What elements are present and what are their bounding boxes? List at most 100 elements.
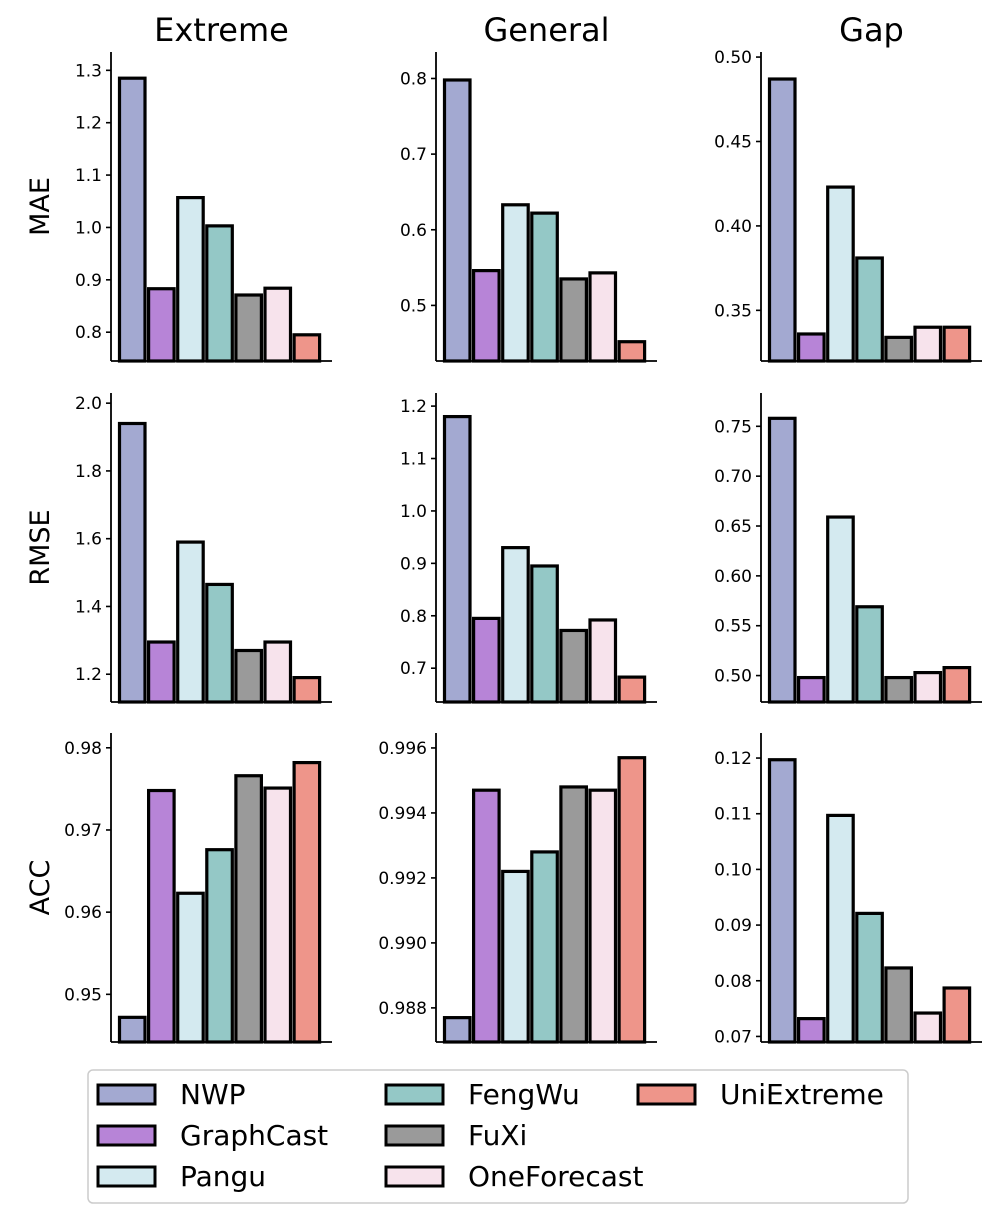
bar-fuxi	[234, 648, 263, 704]
bar-pangu	[501, 546, 530, 704]
y-tick-label: 0.07	[714, 1027, 752, 1047]
y-tick-label: 0.55	[714, 617, 752, 637]
bar-pangu	[176, 540, 205, 704]
y-tick-label: 0.7	[400, 659, 427, 679]
bar-uniextreme	[617, 340, 647, 363]
bar-uniextreme	[292, 333, 322, 363]
panel-mae-extreme: 0.8 0.9 1.0 1.1 1.2 1.3	[75, 52, 332, 363]
bar-pangu	[826, 515, 855, 704]
bar-oneforecast	[588, 271, 618, 363]
column-title-gap: Gap	[839, 11, 904, 49]
bar-uniextreme	[942, 666, 972, 704]
y-tick-label: 0.98	[64, 739, 102, 759]
legend-label-graphcast: GraphCast	[180, 1119, 328, 1152]
bar-nwp	[767, 416, 797, 704]
bar-fuxi	[234, 774, 263, 1044]
bar-graphcast	[147, 640, 176, 704]
y-tick-label: 0.11	[714, 805, 752, 825]
bar-graphcast	[147, 788, 176, 1044]
bar-nwp	[117, 421, 147, 704]
bar-fengwu	[855, 911, 884, 1044]
bar-fuxi	[884, 675, 914, 704]
y-tick-label: 1.8	[75, 462, 102, 482]
bar-fuxi	[559, 277, 589, 363]
legend-swatch-fengwu	[384, 1083, 445, 1106]
y-tick-label: 0.35	[714, 301, 752, 321]
bar-oneforecast	[913, 325, 943, 363]
y-tick-label: 1.3	[75, 61, 102, 81]
y-tick-label: 1.2	[75, 114, 102, 134]
y-tick-label: 0.6	[400, 221, 427, 241]
bar-nwp	[117, 1015, 147, 1044]
y-tick-label: 2.0	[75, 394, 102, 414]
legend-label-uniextreme: UniExtreme	[720, 1078, 884, 1111]
legend-frame	[87, 1069, 909, 1204]
bar-fuxi	[559, 628, 589, 704]
y-tick-label: 0.75	[714, 417, 752, 437]
bar-fengwu	[530, 850, 559, 1044]
y-tick-label: 0.40	[714, 217, 752, 237]
y-tick-label: 0.45	[714, 132, 752, 152]
y-tick-label: 1.0	[75, 218, 102, 238]
y-tick-label: 0.50	[714, 667, 752, 687]
y-tick-label: 0.994	[378, 804, 427, 824]
bar-oneforecast	[263, 640, 293, 704]
legend-label-nwp: NWP	[180, 1078, 246, 1111]
y-tick-label: 0.990	[378, 934, 427, 954]
legend-label-fuxi: FuXi	[468, 1119, 527, 1152]
bar-fengwu	[205, 224, 234, 363]
bar-oneforecast	[913, 1011, 943, 1044]
bar-graphcast	[796, 675, 826, 704]
bar-graphcast	[472, 788, 501, 1044]
bar-fuxi	[884, 335, 914, 363]
bar-nwp	[117, 76, 147, 363]
y-tick-label: 0.7	[400, 145, 427, 165]
bar-graphcast	[472, 616, 501, 704]
bar-graphcast	[796, 332, 826, 363]
bar-uniextreme	[942, 986, 972, 1044]
bar-fengwu	[205, 848, 234, 1044]
bar-graphcast	[147, 287, 176, 363]
y-tick-label: 0.12	[714, 749, 752, 769]
bar-uniextreme	[292, 676, 322, 704]
panel-acc-gap: 0.07 0.08 0.09 0.10 0.11 0.12	[714, 733, 982, 1047]
legend-swatch-pangu	[96, 1165, 157, 1188]
bar-fengwu	[855, 256, 884, 363]
bar-oneforecast	[588, 618, 618, 704]
bar-uniextreme	[292, 760, 322, 1044]
column-title-general: General	[483, 11, 609, 49]
y-tick-label: 0.10	[714, 860, 752, 880]
panel-mae-general: 0.5 0.6 0.7 0.8	[400, 52, 657, 363]
panel-mae-gap: 0.35 0.40 0.45 0.50	[714, 48, 982, 363]
y-tick-label: 0.95	[64, 985, 102, 1005]
y-tick-label: 1.2	[400, 397, 427, 417]
y-tick-label: 0.50	[714, 48, 752, 68]
legend-swatch-uniextreme	[636, 1083, 697, 1106]
y-tick-label: 0.96	[64, 903, 102, 923]
legend-swatch-fuxi	[384, 1124, 445, 1147]
column-title-extreme: Extreme	[154, 11, 289, 49]
y-tick-label: 0.9	[400, 554, 427, 574]
bar-nwp	[442, 78, 472, 363]
bar-fuxi	[559, 785, 589, 1044]
bar-nwp	[767, 758, 797, 1044]
y-tick-label: 0.08	[714, 972, 752, 992]
legend-label-pangu: Pangu	[180, 1160, 266, 1193]
y-tick-label: 1.2	[75, 665, 102, 685]
bar-pangu	[826, 813, 855, 1044]
y-tick-label: 0.996	[378, 739, 427, 759]
legend: NWP GraphCast Pangu FengWu FuXi OneForecast Un…	[87, 1069, 909, 1204]
panel-rmse-gap: 0.50 0.55 0.60 0.65 0.70 0.75	[714, 393, 982, 704]
y-tick-label: 0.70	[714, 467, 752, 487]
bar-nwp	[442, 414, 472, 704]
bar-nwp	[767, 77, 797, 363]
y-tick-label: 0.65	[714, 517, 752, 537]
bar-fuxi	[884, 966, 914, 1044]
legend-label-oneforecast: OneForecast	[468, 1160, 644, 1193]
y-tick-label: 0.5	[400, 296, 427, 316]
legend-swatch-oneforecast	[384, 1165, 445, 1188]
y-tick-label: 1.1	[75, 166, 102, 186]
panel-rmse-extreme: 1.2 1.4 1.6 1.8 2.0	[75, 393, 332, 704]
bar-pangu	[501, 203, 530, 363]
